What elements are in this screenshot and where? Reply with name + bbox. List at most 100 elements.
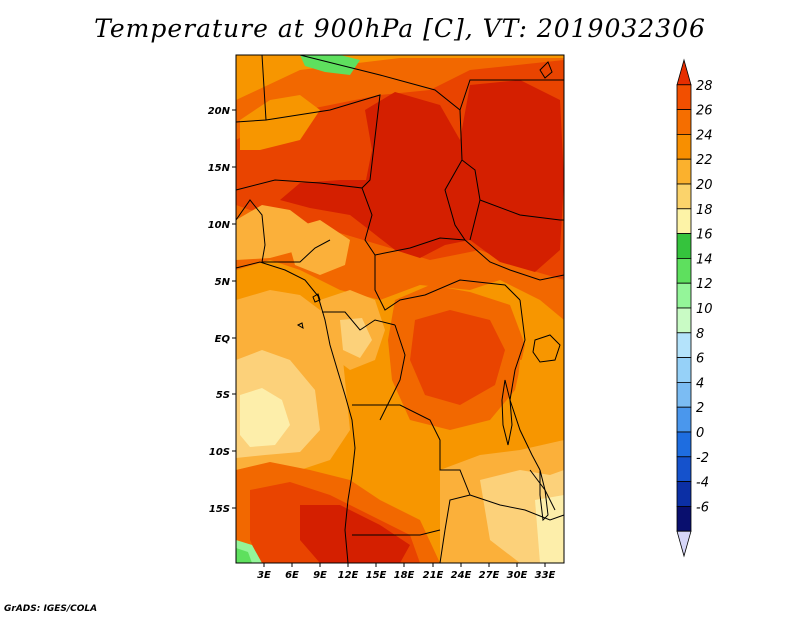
lat-label-eq: EQ (215, 334, 231, 345)
grads-credit: GrADS: IGES/COLA (4, 604, 98, 614)
lat-label-15n: 15N (208, 163, 231, 174)
border-car-south (374, 255, 521, 311)
colorbar-swatch (676, 406, 692, 433)
coast-ne (539, 61, 553, 79)
colorbar-label: 12 (696, 277, 713, 292)
colorbar-label: -2 (696, 451, 709, 466)
colorbar-label: 2 (696, 401, 704, 416)
field-west-16 (240, 388, 290, 447)
lake-victoria (532, 334, 561, 363)
colorbar-swatch (676, 456, 692, 482)
colorbar-swatch (676, 208, 692, 235)
border-car-north (374, 237, 565, 281)
colorbar-label: 24 (696, 128, 713, 143)
field-cold-sw-core (236, 548, 252, 563)
border-libya-chad (299, 54, 466, 241)
longitude-axis: 3E 6E 9E 12E 15E 18E 21E 24E 27E 30E 33E (257, 563, 556, 581)
field-nw-20 (236, 205, 310, 260)
lake-tanganyika (501, 379, 513, 446)
colorbar-label: 4 (696, 376, 704, 391)
field-gabon-18 (340, 318, 372, 358)
atlantic-coastline (235, 261, 356, 564)
border-egypt-sudan (459, 79, 564, 111)
lat-label-15s: 15S (209, 504, 230, 515)
border-sudan-east (479, 199, 564, 221)
border-zambia (469, 494, 565, 521)
colorbar-swatch (676, 332, 692, 358)
border-gabon (322, 311, 396, 331)
island-sao-tome (296, 322, 304, 330)
border-congo (379, 324, 406, 421)
field-congo-26 (410, 310, 505, 405)
colorbar-swatch (676, 158, 692, 185)
map-frame (235, 54, 565, 564)
border-angola-drc (352, 404, 471, 531)
colorbar-label: 22 (696, 153, 713, 168)
colorbar-swatch (676, 481, 692, 507)
colorbar-label: 10 (696, 302, 713, 317)
border-angola-namibia (439, 529, 446, 564)
field-east-22 (515, 350, 564, 445)
colorbar-label: 8 (696, 327, 704, 342)
field-core-28 (280, 80, 564, 272)
lat-label-5n: 5N (215, 277, 231, 288)
colorbar-label: -4 (696, 476, 709, 491)
island-bioko (312, 293, 321, 303)
colorbar-label: -6 (696, 500, 709, 515)
colorbar-swatch (676, 381, 692, 408)
colorbar-label: 26 (696, 104, 713, 119)
colorbar-swatch (676, 530, 692, 558)
colorbar-swatch (676, 257, 692, 284)
colorbar-label: 16 (696, 228, 713, 243)
lat-label-10s: 10S (209, 447, 230, 458)
colorbar-label: 18 (696, 203, 713, 218)
border-nigeria-north (235, 179, 376, 256)
lon-label-33e: 33E (535, 570, 556, 581)
colorbar-label: 6 (696, 352, 704, 367)
colorbar-swatch (676, 183, 692, 210)
lon-label-15e: 15E (366, 570, 387, 581)
colorbar-swatch (676, 505, 692, 532)
colorbar-label: 14 (696, 252, 713, 267)
colorbar-swatch (676, 58, 692, 86)
colorbar-label: 28 (696, 79, 713, 94)
colorbar-swatch (676, 109, 692, 135)
lon-label-21e: 21E (423, 570, 444, 581)
lon-label-12e: 12E (338, 570, 359, 581)
colorbar-swatch (676, 357, 692, 383)
lon-label-30e: 30E (507, 570, 528, 581)
field-angola-28 (300, 505, 410, 563)
border-niger-south (265, 94, 381, 189)
colorbar-swatch (676, 307, 692, 334)
lat-label-10n: 10N (208, 220, 231, 231)
border-benin (235, 199, 266, 263)
colorbar-swatch (676, 84, 692, 111)
lon-label-18e: 18E (394, 570, 415, 581)
lon-label-24e: 24E (451, 570, 472, 581)
lon-label-27e: 27E (479, 570, 500, 581)
lon-label-3e: 3E (257, 570, 271, 581)
latitude-axis: 20N 15N 10N 5N EQ 5S 10S 15S (208, 106, 236, 515)
country-borders (235, 54, 565, 564)
field-cold-north (300, 55, 360, 75)
border-nigeria-south (262, 239, 331, 263)
colorbar-swatch (676, 233, 692, 259)
colorbar-label: 20 (696, 178, 713, 193)
field-se-16 (535, 495, 564, 563)
lake-malawi (539, 469, 549, 522)
colorbar-swatch (676, 133, 692, 160)
lat-label-20n: 20N (208, 106, 231, 117)
border-namibia-north (352, 529, 441, 536)
map-title: Temperature at 900hPa [C], VT: 201903230… (94, 14, 706, 43)
field-nw-22 (240, 95, 320, 150)
temperature-field (236, 55, 564, 563)
colorbar-swatch (676, 431, 692, 458)
colorbar-label: 0 (696, 426, 704, 441)
lon-label-9e: 9E (313, 570, 327, 581)
lat-label-5s: 5S (216, 390, 230, 401)
colorbar-swatch (676, 282, 692, 309)
border-sudan-west (461, 159, 481, 241)
lon-label-6e: 6E (285, 570, 299, 581)
